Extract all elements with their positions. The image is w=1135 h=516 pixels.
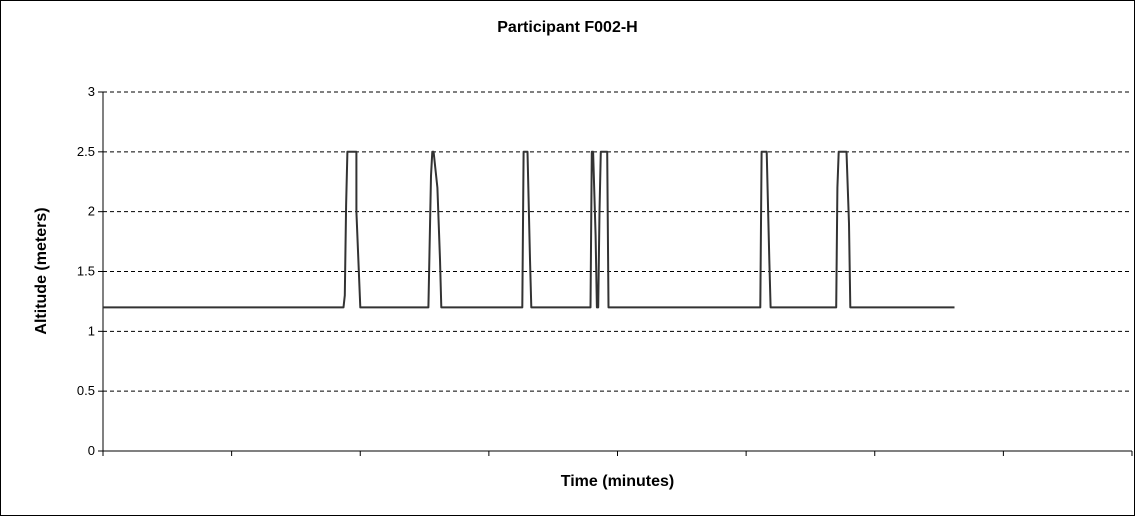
y-tick-label: 1.5 [77, 264, 95, 279]
y-tick-label: 3 [88, 84, 95, 99]
axes [98, 91, 1133, 456]
grid-lines [103, 91, 1132, 392]
chart-title: Participant F002-H [497, 19, 638, 36]
y-tick-label: 2.5 [77, 144, 95, 159]
y-tick-label: 1 [88, 323, 95, 338]
y-tick-label: 0 [88, 443, 95, 458]
x-axis-label: Time (minutes) [560, 473, 675, 490]
series-line [103, 150, 955, 309]
y-tick-label: 2 [88, 204, 95, 219]
tick-labels: 0 0.5 1 1.5 2 2.5 3 [77, 84, 95, 458]
series-layer [103, 150, 955, 309]
y-tick-label: 0.5 [77, 383, 95, 398]
